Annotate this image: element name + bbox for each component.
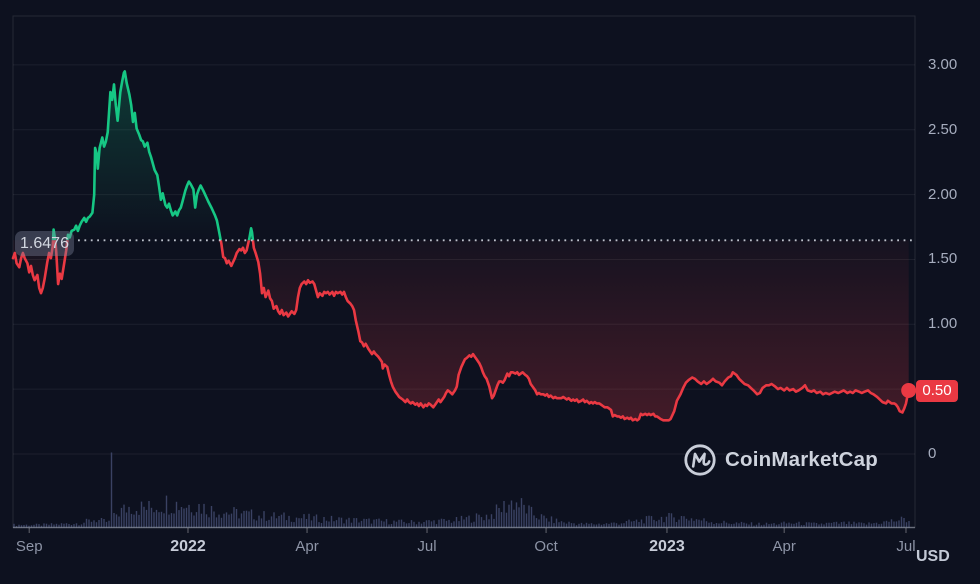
x-axis-label-Apr: Apr (772, 538, 796, 555)
x-axis-label-2022: 2022 (170, 538, 206, 555)
x-axis-label-Jul: Jul (896, 538, 916, 555)
watermark: CoinMarketCap (683, 443, 878, 477)
y-axis-label-0: 0 (928, 445, 937, 462)
unit-label: USD (916, 548, 950, 565)
coinmarketcap-mark-icon (684, 444, 716, 476)
watermark-text: CoinMarketCap (725, 448, 878, 471)
y-axis-label-2.00: 2.00 (928, 185, 958, 203)
y-axis-label-1.50: 1.50 (928, 250, 958, 268)
x-axis-label-Oct: Oct (534, 538, 558, 555)
y-axis-label-2.50: 2.50 (928, 120, 958, 138)
x-axis-label-Sep: Sep (15, 538, 43, 555)
x-axis-label-2023: 2023 (649, 538, 685, 555)
y-axis-label-3.00: 3.00 (928, 55, 958, 73)
y-axis-label-1.00: 1.00 (928, 315, 958, 333)
x-axis-label-Jul: Jul (417, 538, 437, 555)
x-axis-label-Apr: Apr (295, 538, 319, 555)
latest-price-badge: 0.50 (916, 380, 958, 403)
baseline-price-tag: 1.6476 (15, 230, 74, 256)
